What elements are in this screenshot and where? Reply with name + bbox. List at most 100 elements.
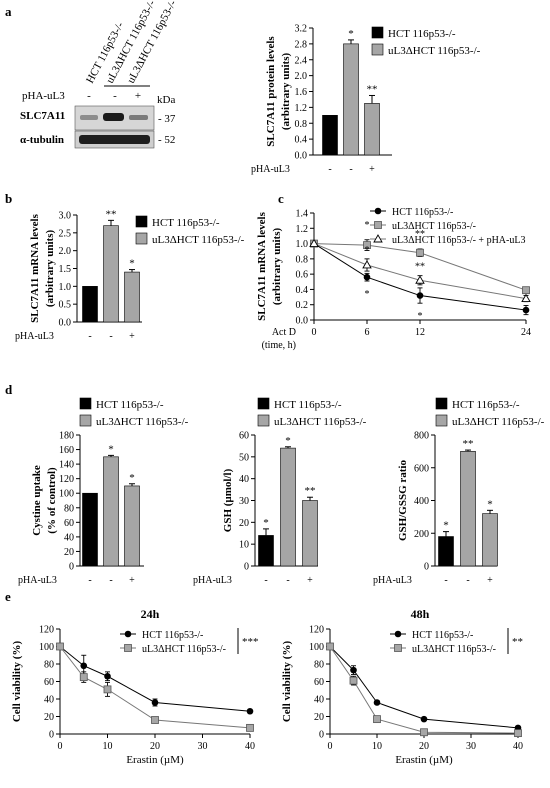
x-tick-label: 20 [419,741,429,752]
legend-label: uL3ΔHCT 116p53-/- [142,644,226,655]
y-tick-label: 2.0 [295,71,308,82]
y-tick-label: 0 [69,562,74,573]
x-tick-label: 40 [245,741,255,752]
y-tick-label: 0.0 [295,151,308,162]
y-tick-label: 1.4 [296,209,309,220]
y-tick-label: 60 [64,518,74,529]
data-point-square [420,728,428,737]
y-tick-label: 0 [319,730,324,741]
treatment-label: pHA-uL3 [18,575,57,586]
legend-swatch [79,414,92,427]
bar [438,536,454,567]
y-tick-label: 0.0 [296,316,309,327]
y-axis-label: SLC7A11 mRNA levels [29,213,41,323]
legend-label: HCT 116p53-/- [388,28,456,40]
y-axis-label: GSH (µmol/l) [222,468,234,532]
treatment-mark: - [88,575,91,586]
legend-swatch [257,414,270,427]
significance-mark: * [365,245,370,256]
y-tick-label: 160 [59,445,74,456]
y-tick-label: 2.0 [59,246,72,257]
treatment-mark: - [88,331,91,342]
treatment-label: pHA-uL3 [193,575,232,586]
blot-treatment-mark: - [87,90,91,102]
blot-band [103,113,124,121]
significance-mark: * [487,498,493,510]
bar [364,103,380,156]
treatment-mark: - [286,575,289,586]
y-tick-label: 0.0 [59,318,72,329]
bar [82,492,98,567]
blot-row-label: α-tubulin [20,134,64,146]
y-tick-label: 1.5 [59,264,72,275]
y-tick-label: 1.0 [59,282,72,293]
legend-label: uL3ΔHCT 116p53-/- [96,416,189,428]
data-point-circle [374,207,382,215]
y-axis-label: (arbitrary units) [280,53,292,131]
significance-mark: * [443,520,449,532]
y-tick-label: 1.2 [296,224,309,235]
x-tick-label: 40 [513,741,523,752]
bar [460,451,476,567]
x-tick-label: 20 [150,741,160,752]
y-tick-label: 80 [64,503,74,514]
legend-label: HCT 116p53-/- [142,630,203,641]
legend-swatch [371,26,384,39]
legend-label: uL3ΔHCT 116p53-/- [392,221,476,232]
data-point-square [349,676,358,685]
data-point-circle [416,292,424,299]
blot-band [79,135,150,144]
y-tick-label: 0.2 [296,300,309,311]
legend-swatch [371,43,384,56]
y-tick-label: 3.0 [59,211,72,222]
y-axis-label: SLC7A11 mRNA levels [256,211,268,321]
y-axis-label: Cystine uptake [31,465,43,536]
blot-treatment-mark: - [113,90,117,102]
panel-letter-b: b [5,191,12,206]
data-point-circle [124,630,132,638]
chart-c-actd: 0.0 0.2 0.4 0.6 0.8 1.0 1.2 1.4 SLC7A11 mRNA lev… [256,207,531,351]
bar [103,456,119,567]
significance-mark: ** [415,262,425,273]
y-tick-label: 0 [244,562,249,573]
y-tick-label: 20 [239,518,249,529]
significance-mark: * [365,220,370,231]
legend-swatch [79,397,92,410]
bar [124,485,140,567]
y-tick-label: 0.5 [59,300,72,311]
y-tick-label: 40 [64,532,74,543]
legend-swatch [257,397,270,410]
data-point-square [416,248,424,257]
data-point-circle [420,715,428,723]
y-tick-label: 2.8 [295,39,308,50]
blot-kda-label: kDa [157,94,175,106]
treatment-mark: - [444,575,447,586]
chart-d-gsh: 0 10 20 30 40 50 60 GSH (µmol/l) * - * - ** + pHA-uL3 H… [193,397,367,586]
data-point-triangle [309,238,319,248]
data-point-circle [80,662,88,670]
x-axis-label: Erastin (µM) [126,754,184,766]
data-point-triangle [373,234,383,243]
treatment-mark: - [264,575,267,586]
chart-title: 48h [411,607,430,621]
data-point-square [246,723,254,732]
legend-swatch [135,232,148,245]
chart-e-24h: 0 20 40 60 80 100 120 Cell viability (%) 0 10 20 30… [11,607,259,766]
data-point-circle [394,630,402,638]
y-tick-label: 0 [424,562,429,573]
blot-kda-value: - 37 [158,113,176,125]
significance-mark: ** [367,83,378,95]
treatment-mark: - [466,575,469,586]
data-point-triangle [415,275,425,284]
y-tick-label: 100 [39,642,54,653]
data-point-circle [350,666,357,674]
blot-row-label: SLC7A11 [20,110,65,122]
y-tick-label: 40 [239,474,249,485]
y-axis-label: Cell viability (%) [281,641,293,723]
x-tick-label: 30 [466,741,476,752]
x-tick-label: 12 [415,327,425,338]
western-blot: HCT 116p53-/- uL3ΔHCT 116p53-/- uL3ΔHCT … [20,0,179,149]
legend-label: uL3ΔHCT 116p53-/- [388,45,481,57]
legend-swatch [435,414,448,427]
